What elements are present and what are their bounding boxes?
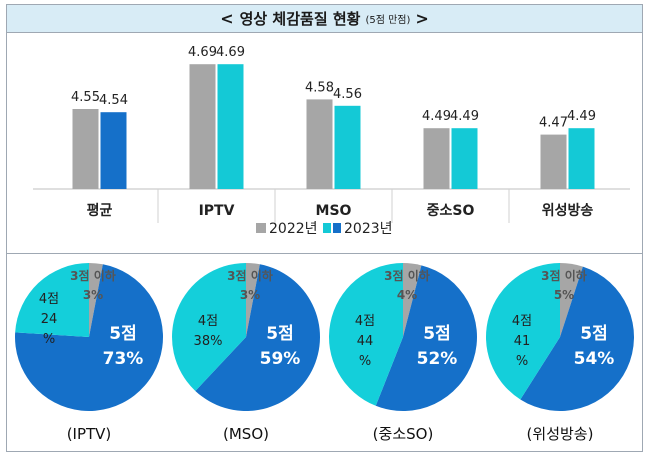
pie-label-5-name: 5점 <box>423 324 450 344</box>
legend-swatch-2022 <box>256 223 266 233</box>
pie-label-4-name: 4점 <box>512 314 532 329</box>
legend-label-2022: 2022년 <box>269 221 318 237</box>
pie-caption: (IPTV) <box>67 425 112 443</box>
bar-2023년-평균 <box>100 112 127 189</box>
pie-label-5-value: 52% <box>417 349 458 369</box>
bar-value-label: 4.49 <box>422 109 451 124</box>
pie-label-3-value: 3% <box>240 288 260 302</box>
bar-value-label: 4.49 <box>450 109 479 124</box>
pie-label-5-name: 5점 <box>109 324 136 344</box>
bar-2022년-평균 <box>72 109 99 189</box>
bar-2023년-MSO <box>334 105 361 189</box>
pie-charts: 3점 이하 3% 5점 73% 4점 24% (IPTV) 3점 이하 3% 5점 59% 4점 38%… <box>15 263 635 443</box>
pie-label-4-suffix: % <box>43 332 55 347</box>
category-label: IPTV <box>199 203 235 219</box>
bar-2022년-중소SO <box>423 128 450 189</box>
pie-slice-5 <box>375 265 478 412</box>
section-divider <box>7 253 642 254</box>
bar-value-label: 4.56 <box>333 87 362 102</box>
pie-caption: (위성방송) <box>527 425 594 443</box>
pie-label-3-value: 5% <box>554 288 574 302</box>
pie-1: 3점 이하 3% 5점 59% 4점 38% (MSO) <box>172 263 320 443</box>
pie-label-5-name: 5점 <box>580 324 607 344</box>
legend-swatch-2023-cyan <box>323 223 331 233</box>
pie-label-3-name: 3점 이하 <box>70 268 116 283</box>
bar-value-label: 4.54 <box>99 93 128 108</box>
pie-slice-4 <box>329 263 403 406</box>
bar-2022년-위성방송 <box>540 134 567 189</box>
category-label: 위성방송 <box>542 202 594 219</box>
pie-slice-3 <box>403 263 422 337</box>
pie-slice-4 <box>172 263 246 391</box>
bar-2022년-IPTV <box>189 64 216 189</box>
pie-slice-5 <box>195 264 320 411</box>
pie-label-4-value: 24 <box>41 312 58 327</box>
pie-2: 3점 이하 4% 5점 52% 4점 44% (중소SO) <box>329 263 478 443</box>
category-label: MSO <box>316 203 352 219</box>
pie-label-4-value: 41 <box>514 334 531 349</box>
bar-value-label: 4.55 <box>71 90 100 105</box>
pie-label-4-value: 38% <box>194 334 223 349</box>
title-right-arrow: > <box>415 9 429 28</box>
pie-slice-3 <box>560 263 583 337</box>
bar-2023년-위성방송 <box>568 128 595 189</box>
pie-label-3-value: 3% <box>83 288 103 302</box>
pie-label-4-name: 4점 <box>39 292 59 307</box>
pie-label-5-value: 59% <box>260 349 301 369</box>
pie-label-5-value: 54% <box>574 349 615 369</box>
category-label: 중소SO <box>427 203 475 219</box>
pie-label-5-value: 73% <box>103 349 144 369</box>
pie-slice-3 <box>246 263 260 337</box>
bar-value-label: 4.49 <box>567 109 596 124</box>
bar-value-label: 4.69 <box>188 45 217 60</box>
pie-label-4-name: 4점 <box>198 314 218 329</box>
pie-slice-5 <box>15 264 164 411</box>
chart-subtitle: (5점 만점) <box>365 15 411 26</box>
chart-frame: < 영상 체감품질 현황 (5점 만점) > 4.55 4.54 평균 4.69 4.6… <box>6 4 643 452</box>
pie-slice-4 <box>15 263 90 337</box>
category-label: 평균 <box>87 202 113 219</box>
bar-2023년-중소SO <box>451 128 478 189</box>
pie-slice-4 <box>486 263 560 400</box>
pie-label-3-value: 4% <box>397 288 417 302</box>
pie-0: 3점 이하 3% 5점 73% 4점 24% (IPTV) <box>15 263 164 443</box>
bar-2022년-MSO <box>306 99 333 189</box>
chart-title: 영상 체감품질 현황 <box>239 10 361 28</box>
title-bar: < 영상 체감품질 현황 (5점 만점) > <box>7 5 642 33</box>
pie-label-4-value: 44 <box>357 334 374 349</box>
title-left-arrow: < <box>220 9 234 28</box>
pie-caption: (MSO) <box>223 425 269 443</box>
pie-label-3-name: 3점 이하 <box>227 268 273 283</box>
pie-label-4-suffix: % <box>516 354 528 369</box>
pie-label-3-name: 3점 이하 <box>384 268 430 283</box>
legend-label-2023: 2023년 <box>344 221 393 237</box>
pie-slice-5 <box>520 266 635 412</box>
pie-caption: (중소SO) <box>373 425 434 443</box>
bar-value-label: 4.58 <box>305 80 334 95</box>
pie-3: 3점 이하 5% 5점 54% 4점 41% (위성방송) <box>486 263 635 443</box>
pie-label-3-name: 3점 이하 <box>541 268 587 283</box>
pie-label-4-suffix: % <box>359 354 371 369</box>
bar-value-label: 4.47 <box>539 116 568 131</box>
legend-swatch-2023-blue <box>333 223 341 233</box>
pie-label-4-name: 4점 <box>355 314 375 329</box>
pie-label-5-name: 5점 <box>266 324 293 344</box>
bar-2023년-IPTV <box>217 64 244 189</box>
pie-slice-3 <box>89 263 103 337</box>
bar-value-label: 4.69 <box>216 45 245 60</box>
